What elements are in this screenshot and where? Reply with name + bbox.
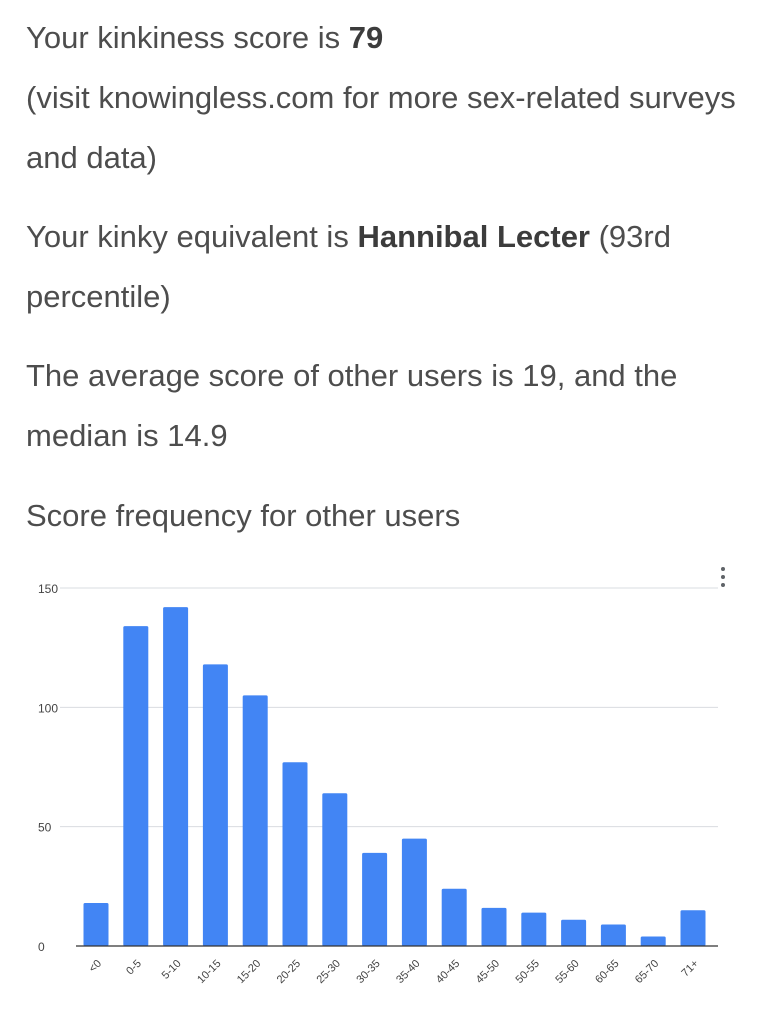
bar	[163, 607, 189, 946]
y-tick-label: 50	[38, 821, 52, 835]
x-tick-label: 5-10	[160, 958, 184, 982]
score-line: Your kinkiness score is 79	[26, 8, 746, 68]
x-tick-label: 35-40	[394, 958, 422, 986]
bar	[441, 888, 467, 946]
bar	[401, 838, 427, 946]
x-tick-label: 55-60	[553, 958, 581, 986]
bar	[123, 626, 149, 946]
score-paragraph: Your kinkiness score is 79 (visit knowin…	[26, 8, 746, 188]
average-paragraph: The average score of other users is 19, …	[26, 358, 678, 453]
bar	[202, 664, 228, 946]
x-tick-label: 40-45	[434, 958, 462, 986]
bar	[561, 919, 587, 946]
bar	[83, 903, 109, 946]
equivalent-suffix: (93rd percentile)	[26, 219, 671, 314]
x-tick-label: 50-55	[514, 958, 542, 986]
y-tick-label: 100	[38, 701, 58, 715]
bar	[600, 924, 626, 946]
chart-svg: 0 50 100 150 <0 0-5 5-10 10-15 15-20 20-25 25-30 30…	[38, 582, 718, 986]
x-tick-label: 71+	[679, 958, 701, 980]
x-tick-label: 0-5	[124, 958, 144, 978]
score-value: 79	[348, 20, 384, 55]
y-tick-label: 0	[38, 940, 45, 954]
bar	[481, 907, 507, 946]
visit-line: (visit knowingless.com for more sex-rela…	[26, 80, 736, 175]
bar	[640, 936, 666, 946]
more-vert-icon[interactable]	[716, 567, 730, 593]
x-tick-label: 30-35	[354, 958, 382, 986]
x-tick-label: 10-15	[195, 958, 223, 986]
y-tick-label: 150	[38, 582, 58, 596]
x-tick-label: 25-30	[315, 958, 343, 986]
bar	[680, 910, 706, 946]
chart-heading: Score frequency for other users	[26, 498, 461, 533]
x-tick-label: 45-50	[474, 958, 502, 986]
equivalent-prefix: Your kinky equivalent is	[26, 219, 358, 254]
bar	[362, 852, 388, 946]
bar	[242, 695, 268, 946]
score-prefix: Your kinkiness score is	[26, 20, 349, 55]
x-tick-label: 15-20	[235, 958, 263, 986]
bar	[322, 793, 348, 946]
bar	[282, 762, 308, 946]
x-tick-label: 60-65	[593, 958, 621, 986]
equivalent-name: Hannibal Lecter	[357, 219, 590, 254]
equivalent-paragraph: Your kinky equivalent is Hannibal Lecter…	[26, 207, 746, 327]
score-frequency-chart: 0 50 100 150 <0 0-5 5-10 10-15 15-20 20-25 25-30 30…	[0, 555, 760, 1014]
x-tick-label: 65-70	[633, 958, 661, 986]
bar	[521, 912, 547, 946]
x-tick-label: 20-25	[275, 958, 303, 986]
x-tick-label: <0	[87, 958, 104, 975]
